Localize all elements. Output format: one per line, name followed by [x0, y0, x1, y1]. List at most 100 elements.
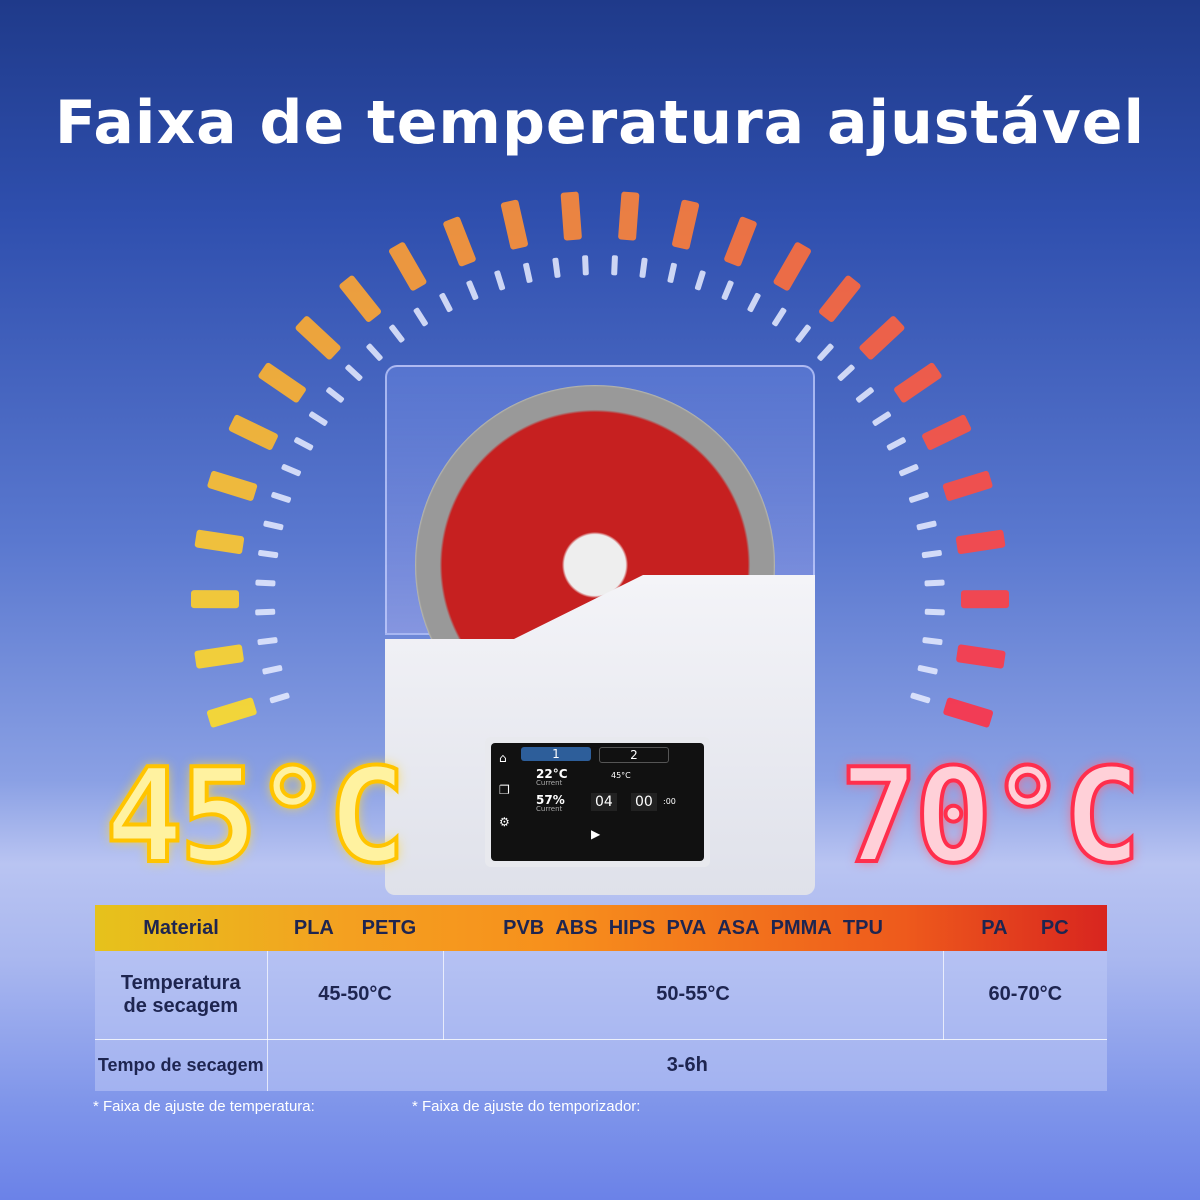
screen-tab-2: 2: [599, 747, 669, 763]
gauge-segment: [618, 191, 640, 241]
gauge-segment: [500, 199, 528, 250]
cell-time: 3-6h: [267, 1039, 1107, 1091]
footnote-temperature: * Faixa de ajuste de temperatura:: [93, 1098, 315, 1115]
gauge-tick: [309, 411, 328, 426]
gauge-tick: [855, 387, 874, 403]
screen-tab-1: 1: [521, 747, 591, 761]
gauge-tick: [611, 255, 618, 276]
settings-icon: ⚙: [499, 815, 510, 829]
cell-temp-2: 50-55°C: [443, 951, 944, 1040]
gauge-segment: [942, 470, 993, 501]
gauge-tick: [262, 665, 283, 675]
gauge-tick: [924, 579, 945, 587]
gauge-tick: [326, 387, 345, 403]
gauge-tick: [439, 292, 453, 313]
gauge-segment: [207, 470, 258, 501]
table-header-row: Material PLA PETG PVB ABS HIPS PVA ASA P…: [95, 905, 1107, 951]
gauge-segment: [339, 275, 381, 322]
gauge-tick: [921, 549, 942, 559]
header-material: Material: [143, 916, 219, 939]
gauge-tick: [271, 491, 292, 503]
gauge-tick: [908, 491, 929, 503]
gauge-segment: [190, 590, 240, 609]
gauge-tick: [523, 262, 533, 283]
gauge-tick: [917, 665, 938, 675]
play-icon: ▶: [591, 827, 601, 841]
footnote-timer: * Faixa de ajuste do temporizador:: [412, 1098, 641, 1115]
table-row: Tempo de secagem 3-6h: [95, 1039, 1107, 1091]
temp-label: Current: [536, 779, 563, 787]
gauge-tick: [924, 608, 945, 616]
device-screen: ⌂ ❐ ⚙ 1 2 22°C Current 45°C 57% Current …: [485, 737, 710, 867]
gauge-tick: [366, 343, 383, 361]
page-title: Faixa de temperatura ajustável: [54, 88, 1146, 158]
gauge-segment: [258, 362, 306, 403]
gauge-segment: [894, 362, 942, 403]
gauge-tick: [466, 280, 479, 301]
gauge-tick: [413, 307, 428, 327]
header-group-1: PLA PETG: [293, 916, 417, 939]
gauge-segment: [206, 697, 257, 728]
gauge-tick: [494, 270, 506, 291]
gauge-segment: [389, 242, 427, 291]
gauge-tick: [721, 280, 734, 301]
cell-temp-1: 45-50°C: [267, 951, 444, 1040]
gauge-tick: [345, 364, 363, 381]
gauge-tick: [817, 343, 834, 361]
gauge-tick: [872, 411, 891, 426]
header-group-2: PVB ABS HIPS PVA ASA PMMA TPU: [503, 916, 883, 939]
cell-temp-3: 60-70°C: [943, 951, 1107, 1040]
gauge-tick: [795, 324, 811, 343]
gauge-tick: [899, 464, 919, 477]
gauge-tick: [258, 549, 279, 559]
gauge-segment: [724, 216, 757, 267]
min-temperature: 45°C: [103, 738, 408, 894]
gauge-tick: [263, 520, 284, 531]
gauge-tick: [257, 637, 278, 646]
gauge-segment: [228, 414, 278, 450]
gauge-tick: [694, 270, 706, 291]
gauge-tick: [910, 692, 931, 704]
table-row: Temperatura de secagem 45-50°C 50-55°C 6…: [95, 951, 1107, 1040]
gauge-segment: [194, 644, 244, 669]
material-table: Material PLA PETG PVB ABS HIPS PVA ASA P…: [95, 905, 1107, 1091]
timer-hours: 04: [591, 793, 617, 811]
gauge-segment: [443, 216, 476, 267]
gauge-tick: [294, 437, 314, 451]
humidity-label: Current: [536, 805, 563, 813]
gauge-segment: [194, 529, 245, 554]
gauge-tick: [255, 608, 276, 616]
gauge-segment: [859, 316, 905, 360]
gauge-segment: [672, 199, 700, 250]
current-humidity: 57%: [536, 793, 565, 807]
gauge-tick: [255, 579, 276, 587]
set-temp: 45°C: [611, 771, 631, 780]
chart-icon: ❐: [499, 783, 510, 797]
gauge-tick: [389, 324, 405, 343]
gauge-tick: [639, 257, 648, 278]
header-group-3: PA PC: [981, 916, 1069, 939]
row-label-temperature: Temperatura de secagem: [95, 951, 268, 1040]
gauge-segment: [295, 316, 341, 360]
row-label-time: Tempo de secagem: [95, 1039, 268, 1091]
gauge-tick: [667, 262, 677, 283]
gauge-tick: [916, 520, 937, 531]
gauge-segment: [960, 590, 1010, 609]
gauge-tick: [747, 292, 761, 313]
gauge-tick: [269, 692, 290, 704]
max-temperature: 70°C: [838, 738, 1143, 894]
filament-dryer-product: ⌂ ❐ ⚙ 1 2 22°C Current 45°C 57% Current …: [385, 365, 815, 895]
gauge-segment: [560, 191, 582, 241]
gauge-tick: [552, 257, 561, 278]
gauge-tick: [582, 255, 589, 276]
current-temp: 22°C: [536, 767, 568, 781]
timer-minutes: 00: [631, 793, 657, 811]
gauge-segment: [943, 697, 994, 728]
gauge-segment: [773, 242, 811, 291]
gauge-tick: [922, 637, 943, 646]
gauge-segment: [819, 275, 861, 322]
gauge-segment: [956, 644, 1006, 669]
timer-seconds: :00: [663, 797, 676, 806]
gauge-segment: [922, 414, 972, 450]
